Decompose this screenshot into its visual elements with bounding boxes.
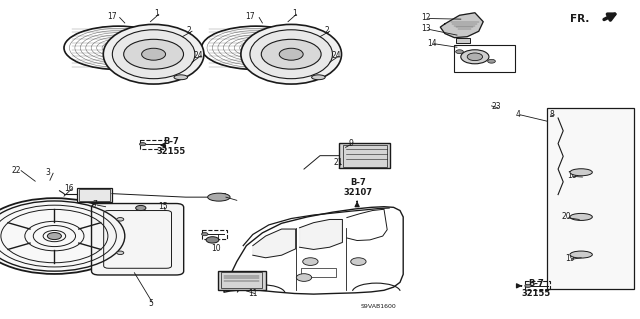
Text: 3: 3 <box>45 168 51 177</box>
Text: 13: 13 <box>420 24 431 33</box>
Text: 14: 14 <box>427 39 437 48</box>
Ellipse shape <box>174 75 188 80</box>
Ellipse shape <box>570 251 593 258</box>
Circle shape <box>136 205 146 211</box>
Circle shape <box>202 233 208 236</box>
Bar <box>525 281 550 290</box>
Text: 11: 11 <box>248 289 257 298</box>
Polygon shape <box>253 229 296 258</box>
Text: 5: 5 <box>148 299 153 308</box>
Bar <box>339 143 390 168</box>
Circle shape <box>303 258 318 265</box>
Text: B-7
32107: B-7 32107 <box>344 178 373 197</box>
Text: 23: 23 <box>491 102 501 111</box>
Ellipse shape <box>241 25 342 84</box>
Text: 20: 20 <box>561 212 572 221</box>
Text: 24: 24 <box>193 51 204 60</box>
Text: 16: 16 <box>64 184 74 193</box>
Bar <box>456 38 470 43</box>
Circle shape <box>296 274 312 281</box>
Bar <box>140 140 165 149</box>
Text: 2: 2 <box>324 26 329 35</box>
Text: 7: 7 <box>92 200 97 209</box>
Text: 19: 19 <box>564 254 575 263</box>
Text: B-7
32155: B-7 32155 <box>522 279 551 298</box>
Text: 15: 15 <box>157 202 168 211</box>
Circle shape <box>140 143 146 146</box>
Text: 8: 8 <box>549 110 554 119</box>
Text: B-7
32155: B-7 32155 <box>157 137 186 156</box>
Circle shape <box>206 237 219 243</box>
Circle shape <box>467 53 483 61</box>
Bar <box>218 271 266 290</box>
Ellipse shape <box>208 193 230 201</box>
Ellipse shape <box>103 25 204 84</box>
Polygon shape <box>440 13 483 38</box>
Bar <box>454 45 515 72</box>
FancyBboxPatch shape <box>92 204 184 275</box>
Ellipse shape <box>312 75 325 80</box>
Text: 6: 6 <box>221 193 227 202</box>
Ellipse shape <box>113 30 195 79</box>
Bar <box>221 272 262 288</box>
Text: 10: 10 <box>211 244 221 253</box>
Bar <box>202 230 227 239</box>
Circle shape <box>279 48 303 60</box>
Bar <box>343 145 387 167</box>
Text: 2: 2 <box>186 26 191 35</box>
Text: 17: 17 <box>244 12 255 21</box>
Bar <box>77 188 112 202</box>
Text: FR.: FR. <box>570 13 589 24</box>
Circle shape <box>261 39 321 69</box>
Circle shape <box>488 59 495 63</box>
Circle shape <box>461 50 489 64</box>
Ellipse shape <box>250 30 332 79</box>
Circle shape <box>116 251 124 255</box>
Circle shape <box>116 218 124 221</box>
Circle shape <box>141 48 166 60</box>
Circle shape <box>124 39 184 69</box>
Text: 18: 18 <box>567 171 576 180</box>
Text: 21: 21 <box>333 158 342 167</box>
Circle shape <box>456 50 463 54</box>
Text: 12: 12 <box>421 13 430 22</box>
Ellipse shape <box>570 169 593 176</box>
Text: 24: 24 <box>331 51 341 60</box>
Text: 22: 22 <box>12 166 20 175</box>
Polygon shape <box>300 219 342 249</box>
Bar <box>547 108 634 289</box>
Text: 17: 17 <box>107 12 117 21</box>
Text: S9VAB1600: S9VAB1600 <box>361 304 397 309</box>
Bar <box>301 268 336 277</box>
Circle shape <box>525 284 531 287</box>
Text: 4: 4 <box>516 110 521 119</box>
Text: 9: 9 <box>348 139 353 148</box>
Circle shape <box>351 258 366 265</box>
Bar <box>79 189 110 201</box>
Text: 1: 1 <box>154 9 159 18</box>
Circle shape <box>0 198 131 274</box>
Circle shape <box>47 233 61 240</box>
Ellipse shape <box>570 213 593 220</box>
Text: 1: 1 <box>292 9 297 18</box>
